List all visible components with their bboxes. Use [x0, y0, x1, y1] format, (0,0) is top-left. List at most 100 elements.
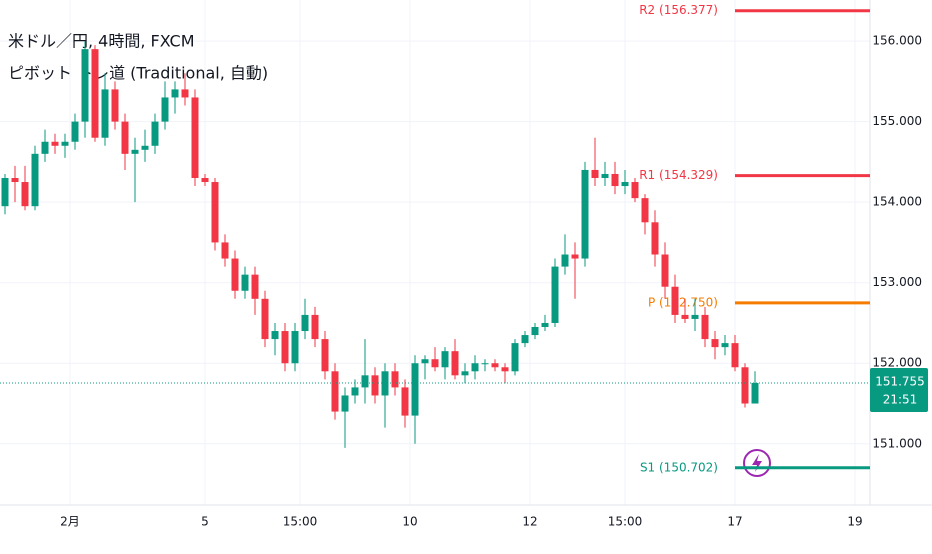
x-tick-label: 12	[522, 515, 537, 529]
candle-body	[311, 314, 319, 340]
candle-body	[421, 359, 429, 364]
candle-body	[41, 141, 49, 154]
candle-body	[451, 351, 459, 376]
candle-body	[441, 351, 449, 368]
candle-body	[521, 335, 529, 344]
candle-body	[51, 141, 59, 146]
y-tick-label: 153.000	[872, 275, 922, 289]
candle-body	[701, 314, 709, 340]
y-tick-label: 152.000	[872, 356, 922, 370]
candle-body	[71, 121, 79, 142]
candle-body	[281, 331, 289, 364]
x-tick-label: 15:00	[608, 515, 643, 529]
candle-body	[561, 254, 569, 267]
candle-body	[341, 395, 349, 412]
candle-body	[491, 363, 499, 368]
candle-body	[651, 222, 659, 255]
candle-body	[101, 89, 109, 138]
candle-body	[541, 322, 549, 328]
candle-body	[461, 371, 469, 376]
last-price-label: 151.755	[875, 374, 925, 388]
candle-body	[631, 182, 639, 199]
candle-body	[121, 121, 129, 154]
candle-body	[581, 169, 589, 259]
alert-icon[interactable]	[743, 449, 771, 477]
last-price-box	[870, 367, 928, 412]
candle-body	[721, 343, 729, 348]
candle-body	[211, 182, 219, 243]
candle-body	[391, 371, 399, 388]
candle-body	[741, 367, 749, 404]
candle-body	[161, 97, 169, 122]
candle-body	[601, 173, 609, 178]
candle-body	[531, 327, 539, 336]
y-tick-label: 156.000	[872, 34, 922, 48]
candle-body	[331, 371, 339, 412]
candle-body	[571, 254, 579, 259]
pivot-label: S1 (150.702)	[640, 460, 718, 474]
candle-body	[151, 121, 159, 146]
y-tick-label: 155.000	[872, 114, 922, 128]
candle-body	[551, 266, 559, 323]
candle-body	[501, 367, 509, 372]
candle-body	[431, 359, 439, 368]
pivot-label: R2 (156.377)	[639, 3, 718, 17]
candle-body	[611, 173, 619, 187]
candle-body	[681, 314, 689, 319]
candle-body	[221, 242, 229, 259]
candle-body	[591, 169, 599, 178]
candle-body	[1, 177, 9, 207]
candle-body	[371, 375, 379, 396]
candle-body	[181, 89, 189, 98]
candle-body	[111, 89, 119, 122]
indicator-title: ピボット トレ道 (Traditional, 自動)	[8, 64, 268, 83]
candle-body	[301, 314, 309, 332]
candle-body	[671, 286, 679, 315]
x-tick-label: 5	[201, 515, 209, 529]
countdown-label: 21:51	[883, 392, 918, 406]
candle-body	[261, 298, 269, 340]
candle-body	[291, 331, 299, 364]
y-tick-label: 154.000	[872, 195, 922, 209]
candle-body	[471, 363, 479, 372]
candle-body	[361, 375, 369, 388]
candle-body	[191, 97, 199, 178]
x-tick-label: 2月	[60, 515, 80, 529]
candle-body	[171, 89, 179, 98]
candle-body	[641, 198, 649, 223]
candle-body	[271, 331, 279, 340]
candle-body	[731, 343, 739, 368]
chart-title: 米ドル／円, 4時間, FXCM	[8, 32, 195, 51]
candle-body	[621, 182, 629, 187]
candle-body	[31, 153, 39, 207]
candle-body	[691, 314, 699, 319]
candle-body	[661, 254, 669, 287]
candle-body	[61, 141, 69, 146]
x-tick-label: 17	[727, 515, 742, 529]
y-tick-label: 151.000	[872, 436, 922, 450]
candle-body	[401, 387, 409, 416]
pivot-label: R1 (154.329)	[639, 168, 718, 182]
pivot-label: P (152.750)	[648, 295, 718, 309]
candle-body	[201, 177, 209, 183]
candle-body	[91, 49, 99, 138]
candle-body	[11, 177, 19, 183]
candle-body	[511, 343, 519, 372]
candle-body	[21, 182, 29, 207]
candle-body	[411, 363, 419, 416]
candle-body	[141, 145, 149, 150]
candle-body	[751, 382, 759, 404]
candle-body	[351, 387, 359, 396]
candle-body	[131, 149, 139, 154]
candle-body	[81, 49, 89, 122]
candle-body	[321, 339, 329, 372]
x-tick-label: 15:00	[283, 515, 318, 529]
candle-body	[231, 258, 239, 291]
x-tick-label: 19	[847, 515, 862, 529]
candle-body	[711, 339, 719, 348]
candle-body	[481, 363, 489, 365]
x-tick-label: 10	[402, 515, 417, 529]
candle-body	[251, 274, 259, 299]
